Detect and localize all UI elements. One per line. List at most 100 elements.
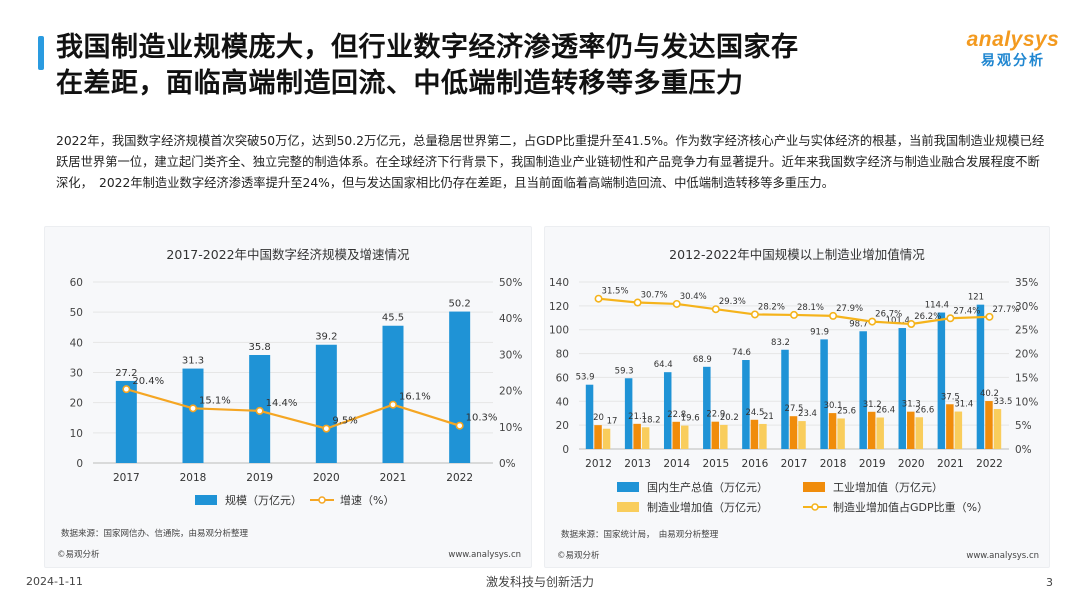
x-tick: 2022	[446, 472, 473, 484]
bar-value-label: 27.5	[785, 404, 804, 414]
bar-value-label: 31.2	[863, 400, 882, 410]
y-tick-left: 20	[70, 398, 83, 410]
bar-value-label: 19.6	[681, 414, 700, 424]
x-tick: 2020	[313, 472, 340, 484]
bar-value-label: 22.9	[706, 410, 725, 420]
y-tick-left: 80	[556, 349, 569, 361]
x-tick: 2019	[246, 472, 273, 484]
bar	[182, 368, 204, 463]
bar	[742, 360, 750, 449]
bar	[867, 411, 876, 449]
line-value-label: 27.9%	[836, 304, 863, 314]
x-tick: 2015	[702, 458, 729, 470]
y-tick-left: 20	[556, 420, 569, 432]
bar	[594, 425, 602, 449]
analysys-logo: analysys 易观分析	[958, 28, 1068, 70]
y-tick-right: 0%	[499, 458, 516, 470]
bar	[907, 411, 915, 449]
bar-value-label: 50.2	[449, 299, 471, 310]
bar	[624, 378, 633, 449]
line-point	[829, 311, 838, 320]
y-tick-right: 35%	[1015, 277, 1038, 289]
bar	[672, 421, 680, 449]
line-point	[907, 319, 916, 328]
bar	[898, 328, 907, 449]
legend-label: 制造业增加值占GDP比重（%）	[833, 500, 988, 514]
bar-value-label: 121	[968, 293, 984, 303]
line-value-label: 27.7%	[992, 305, 1019, 315]
bar	[828, 413, 837, 449]
y-tick-left: 60	[556, 372, 569, 384]
bar	[703, 366, 711, 449]
bar	[985, 401, 993, 449]
bar	[750, 419, 759, 449]
line-value-label: 30.7%	[641, 291, 668, 301]
line-point	[455, 421, 464, 430]
bar-value-label: 26.4	[876, 406, 895, 416]
y-tick-left: 60	[70, 277, 83, 289]
line-point	[594, 294, 603, 303]
bar	[859, 331, 867, 449]
line-point	[946, 314, 955, 323]
bar	[976, 304, 985, 449]
chart-source: 数据来源：国家网信办、信通院，由易观分析整理	[61, 528, 249, 539]
bar-value-label: 74.6	[732, 348, 751, 358]
title-line-2: 在差距，面临高端制造回流、中低端制造转移等多重压力	[56, 68, 744, 99]
chart-panel-digital-economy: 2017-2022年中国数字经济规模及增速情况 0 10 20 30 40 50 60 0% 10…	[44, 226, 532, 568]
y-tick-right: 30%	[499, 349, 522, 361]
legend-swatch-marker	[811, 503, 819, 511]
bar-value-label: 31.3	[902, 400, 921, 410]
bar-value-label: 101.4	[886, 316, 910, 326]
bar	[720, 424, 728, 449]
line-point	[672, 299, 681, 308]
chart-title: 2017-2022年中国数字经济规模及增速情况	[166, 247, 410, 262]
chart-digital-economy: 2017-2022年中国数字经济规模及增速情况 0 10 20 30 40 50 60 0% 10…	[57, 247, 522, 560]
y-tick-left: 140	[549, 277, 569, 289]
line-point	[633, 298, 642, 307]
legend-label: 工业增加值（万亿元）	[833, 480, 943, 494]
line-value-label: 9.5%	[332, 416, 357, 427]
x-tick: 2016	[742, 458, 769, 470]
line-value-label: 29.3%	[719, 297, 746, 307]
bar	[876, 417, 884, 449]
bar-value-label: 24.5	[745, 408, 764, 418]
x-tick: 2021	[937, 458, 964, 470]
x-tick: 2012	[585, 458, 612, 470]
y-tick-right: 30%	[1015, 301, 1038, 313]
bar-value-label: 114.4	[925, 301, 949, 311]
bar-value-label: 21	[763, 412, 774, 422]
y-tick-left: 120	[549, 301, 569, 313]
bar	[946, 404, 954, 449]
y-tick-right: 50%	[499, 277, 522, 289]
y-tick-left: 10	[70, 428, 83, 440]
bar-value-label: 17	[607, 417, 618, 427]
y-tick-left: 0	[76, 458, 83, 470]
title-line-1: 我国制造业规模庞大，但行业数字经济渗透率仍与发达国家存	[56, 32, 799, 63]
line-value-label: 26.2%	[914, 312, 941, 322]
line-point	[189, 404, 198, 413]
bar-value-label: 40.2	[980, 389, 999, 399]
bar-value-label: 64.4	[654, 360, 673, 370]
legend-label: 制造业增加值（万亿元）	[647, 500, 768, 514]
y-tick-left: 30	[70, 368, 83, 380]
bar-value-label: 98.7	[849, 319, 868, 329]
line-series	[126, 388, 460, 430]
line-point	[790, 310, 799, 319]
line-point	[985, 312, 994, 321]
line-value-label: 10.3%	[466, 413, 498, 424]
bar-value-label: 83.2	[771, 338, 790, 348]
x-tick: 2020	[898, 458, 925, 470]
bar	[711, 421, 720, 449]
bar-value-label: 91.9	[810, 327, 829, 337]
title-accent-bar	[38, 36, 44, 70]
y-tick-left: 50	[70, 307, 83, 319]
y-tick-right: 0%	[1015, 444, 1032, 456]
bar-value-label: 25.6	[837, 406, 856, 416]
bar	[115, 380, 137, 463]
legend-swatch	[617, 482, 639, 492]
footer-slogan: 激发科技与创新活力	[485, 575, 594, 589]
line-value-label: 27.4%	[953, 306, 980, 316]
x-tick: 2018	[820, 458, 847, 470]
bar-value-label: 27.2	[115, 368, 137, 379]
bar	[633, 423, 641, 449]
